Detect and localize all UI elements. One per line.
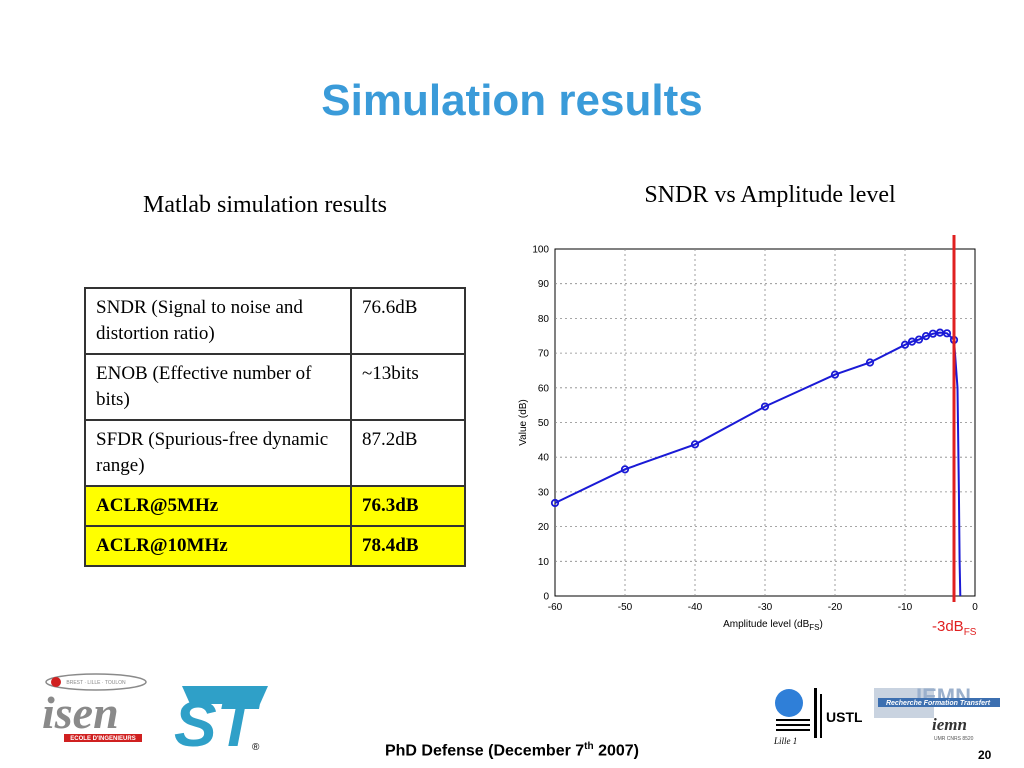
- x-tick-label: -40: [688, 602, 703, 613]
- metric-label: SFDR (Spurious-free dynamic range): [84, 419, 352, 487]
- metric-label: ENOB (Effective number of bits): [84, 353, 352, 421]
- data-point: [830, 370, 840, 379]
- table-row: ACLR@10MHz 78.4dB: [84, 525, 466, 567]
- st-registered-mark: ®: [252, 742, 260, 753]
- x-tick-label: -30: [758, 602, 773, 613]
- metric-value: 76.6dB: [350, 287, 466, 355]
- table-row: ACLR@5MHz 76.3dB: [84, 485, 466, 527]
- threshold-label-subscript: FS: [964, 627, 977, 638]
- data-point: [921, 331, 931, 341]
- x-axis-label-tail: ): [820, 619, 823, 630]
- y-tick-label: 90: [538, 279, 550, 290]
- results-table: SNDR (Signal to noise and distortion rat…: [84, 287, 466, 567]
- lille-wordmark: Lille 1: [773, 736, 797, 746]
- y-tick-label: 0: [543, 592, 549, 603]
- iemn-banner: Recherche Formation Transfert: [886, 700, 991, 707]
- y-tick-label: 50: [538, 418, 550, 429]
- x-tick-label: -50: [618, 602, 633, 613]
- y-tick-label: 20: [538, 522, 550, 533]
- isen-tagline: ECOLE D'INGENIEURS: [70, 736, 135, 742]
- iemn-subwordmark: iemn: [932, 715, 967, 734]
- table-row: ENOB (Effective number of bits) ~13bits: [84, 353, 466, 421]
- page-number: 20: [978, 748, 992, 762]
- x-tick-label: -20: [828, 602, 843, 613]
- st-wordmark: ST: [174, 688, 261, 754]
- y-tick-label: 100: [532, 245, 549, 256]
- footer: PhD Defense (December 7th 2007): [0, 741, 1024, 760]
- isen-logo: BREST · LILLE · TOULON isen ECOLE D'INGE…: [42, 673, 147, 742]
- table-caption: Matlab simulation results: [143, 192, 387, 218]
- data-point: [550, 498, 560, 508]
- data-point: [760, 402, 770, 411]
- iemn-logo: IEMN Recherche Formation Transfert iemn …: [874, 684, 1000, 742]
- y-tick-label: 60: [538, 383, 550, 394]
- footer-year: 2007): [593, 742, 639, 760]
- metric-value: ~13bits: [350, 353, 466, 421]
- data-point: [900, 340, 910, 349]
- st-logo: ST ®: [174, 686, 268, 754]
- metric-label: ACLR@5MHz: [84, 485, 352, 527]
- x-tick-label: 0: [972, 602, 978, 613]
- threshold-marker-label: -3dBFS: [932, 618, 977, 638]
- x-axis-label-subscript: FS: [809, 623, 819, 632]
- data-point: [914, 335, 924, 344]
- y-tick-label: 80: [538, 314, 550, 325]
- footer-superscript: th: [584, 741, 594, 752]
- x-tick-label: -10: [898, 602, 913, 613]
- x-tick-label: -60: [548, 602, 563, 613]
- slide-title: Simulation results: [321, 76, 703, 125]
- data-point: [620, 465, 630, 474]
- chart-caption: SNDR vs Amplitude level: [644, 182, 896, 208]
- metric-label: SNDR (Signal to noise and distortion rat…: [84, 287, 352, 355]
- data-point: [942, 329, 952, 338]
- y-tick-label: 10: [538, 557, 550, 568]
- data-point: [865, 358, 875, 367]
- x-axis-label: Amplitude level (dBFS): [723, 619, 823, 632]
- isen-cities: BREST · LILLE · TOULON: [66, 680, 126, 686]
- y-tick-label: 30: [538, 487, 550, 498]
- ustl-logo: USTL Lille 1: [773, 688, 862, 746]
- footer-text: PhD Defense (December 7: [384, 742, 585, 760]
- isen-wordmark: isen: [42, 687, 119, 738]
- metric-value: 78.4dB: [350, 525, 466, 567]
- data-point: [690, 440, 700, 449]
- data-point: [907, 337, 917, 346]
- threshold-label-main: -3dB: [932, 618, 964, 635]
- iemn-code: UMR CNRS 8520: [934, 736, 974, 742]
- ustl-wordmark: USTL: [826, 709, 862, 725]
- y-tick-label: 70: [538, 349, 550, 360]
- metric-value: 87.2dB: [350, 419, 466, 487]
- y-tick-label: 40: [538, 453, 550, 464]
- x-axis-label-main: Amplitude level (dB: [723, 619, 809, 630]
- table-row: SFDR (Spurious-free dynamic range) 87.2dB: [84, 419, 466, 487]
- y-axis-label: Value (dB): [518, 399, 529, 446]
- table-row: SNDR (Signal to noise and distortion rat…: [84, 287, 466, 355]
- metric-value: 76.3dB: [350, 485, 466, 527]
- metric-label: ACLR@10MHz: [84, 525, 352, 567]
- sndr-chart: -60 -50 -40 -30 -20 -10 0 0 10 20 30 40 50 60 70 80 90 10…: [518, 235, 978, 638]
